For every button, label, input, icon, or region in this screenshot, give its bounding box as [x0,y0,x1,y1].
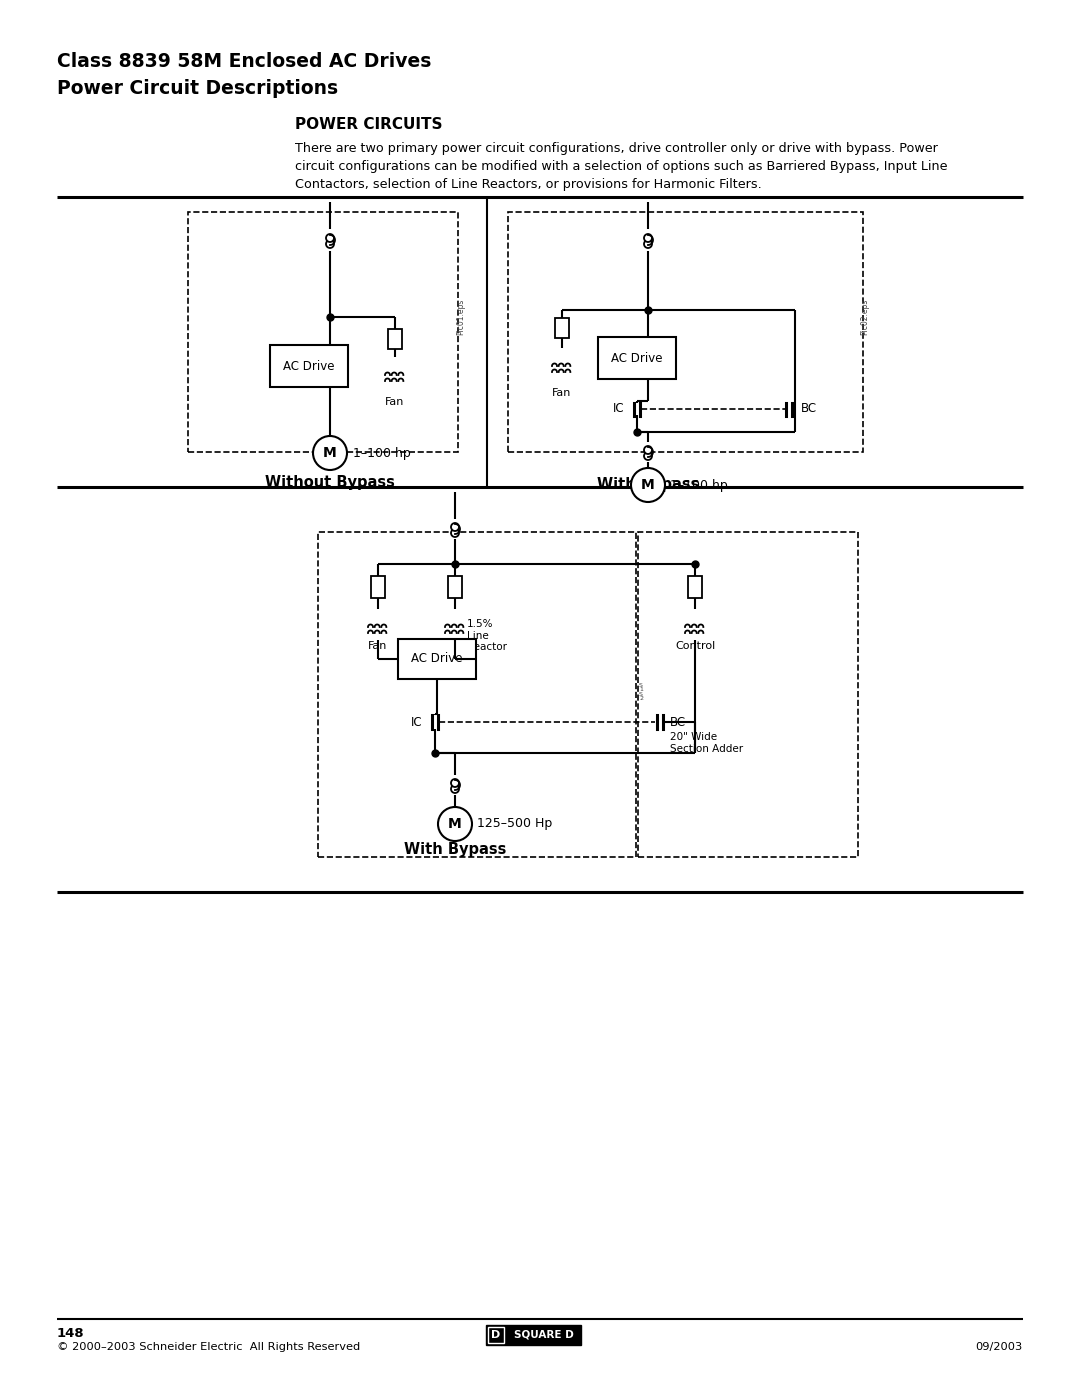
Text: IC: IC [410,715,422,728]
Text: Fan: Fan [386,397,405,407]
Text: POWER CIRCUITS: POWER CIRCUITS [295,117,443,131]
Bar [508,212,863,453]
Circle shape [326,235,334,242]
Bar [318,532,636,856]
Text: 20" Wide
Section Adder: 20" Wide Section Adder [670,732,743,753]
Text: With Bypass: With Bypass [404,842,507,856]
Text: Fan: Fan [552,388,571,398]
Text: 1.5%
Line
Reactor: 1.5% Line Reactor [467,619,507,652]
Text: BC: BC [801,402,818,415]
Circle shape [313,436,347,469]
Text: 1–100 hp: 1–100 hp [353,447,410,460]
Circle shape [451,522,459,531]
Text: Without Bypass: Without Bypass [265,475,395,490]
Bar [555,319,569,338]
Text: BC: BC [670,715,686,728]
Text: Contactors, selection of Line Reactors, or provisions for Harmonic Filters.: Contactors, selection of Line Reactors, … [295,177,761,191]
Text: 09/2003: 09/2003 [975,1343,1023,1352]
Text: 1–100 hp: 1–100 hp [670,479,728,492]
Text: M: M [448,817,462,831]
Text: Power Circuit Descriptions: Power Circuit Descriptions [57,80,338,98]
Text: M: M [642,478,654,492]
Bar [372,576,384,598]
Circle shape [326,240,334,249]
Text: AC Drive: AC Drive [411,652,462,665]
Circle shape [451,785,459,793]
Bar [388,330,402,349]
Text: With Bypass: With Bypass [597,476,699,492]
Bar [486,1324,581,1345]
Text: Pic01.eps: Pic01.eps [457,299,465,335]
Circle shape [644,240,652,249]
Text: SQUARE D: SQUARE D [514,1330,573,1340]
Circle shape [644,453,652,460]
Text: D: D [491,1330,501,1340]
Text: Fan: Fan [368,641,388,651]
Circle shape [451,529,459,536]
Text: Control: Control [675,641,715,651]
Circle shape [644,235,652,242]
Text: S
1
S
2: S 1 S 2 [639,683,643,701]
Bar [448,576,462,598]
Text: 125–500 Hp: 125–500 Hp [477,817,552,830]
Text: © 2000–2003 Schneider Electric  All Rights Reserved: © 2000–2003 Schneider Electric All Right… [57,1343,361,1352]
Text: M: M [323,446,337,460]
Bar [270,345,348,387]
Bar [399,638,476,679]
Text: There are two primary power circuit configurations, drive controller only or dri: There are two primary power circuit conf… [295,142,937,155]
Bar [688,576,702,598]
Text: Pic02.eps: Pic02.eps [861,299,869,335]
Text: AC Drive: AC Drive [283,359,335,373]
Circle shape [438,807,472,841]
Bar [638,532,858,856]
Bar [188,212,458,453]
Text: IC: IC [613,402,625,415]
Text: circuit configurations can be modified with a selection of options such as Barri: circuit configurations can be modified w… [295,161,947,173]
Circle shape [451,780,459,787]
Bar [488,1327,504,1343]
Circle shape [631,468,665,502]
Bar [598,337,676,379]
Circle shape [644,446,652,454]
Text: 148: 148 [57,1327,84,1340]
Text: AC Drive: AC Drive [611,352,663,365]
Text: Class 8839 58M Enclosed AC Drives: Class 8839 58M Enclosed AC Drives [57,52,431,71]
